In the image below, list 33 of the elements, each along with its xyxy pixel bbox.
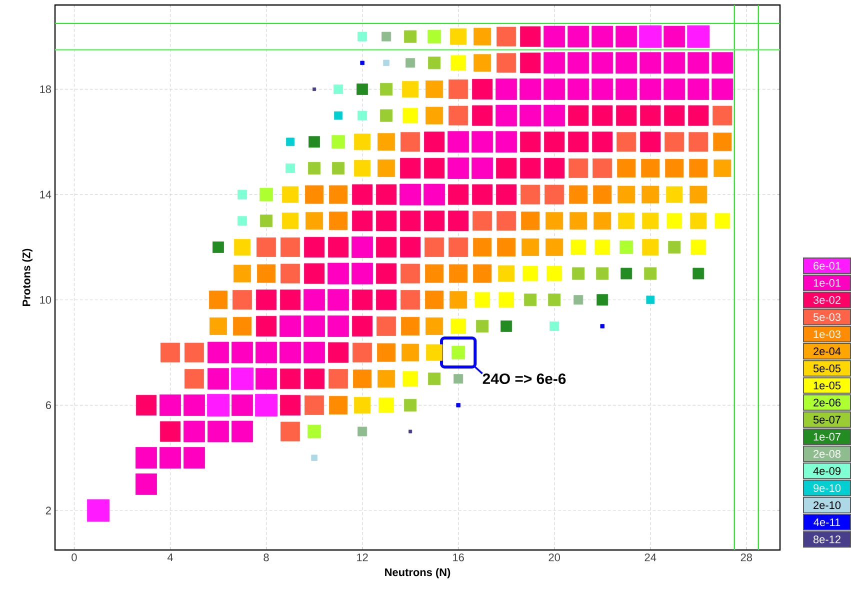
y-tick-label: 6: [46, 401, 52, 410]
x-tick-label: 20: [548, 554, 560, 562]
x-tick-label: 0: [72, 554, 77, 562]
y-tick-label: 2: [46, 506, 51, 514]
annotation: 24O => 6e-6: [482, 373, 566, 384]
text: 1e-07: [814, 432, 840, 441]
x-axis-title: Neutrons (N): [385, 568, 450, 578]
x-tick-label: 28: [740, 554, 752, 562]
text: 1e-03: [814, 330, 841, 338]
text: 9e-10: [814, 484, 841, 492]
text: 2e-08: [814, 450, 841, 458]
text: 1e-01: [814, 279, 840, 287]
text: 5e-05: [813, 364, 841, 372]
x-tick-label: 8: [264, 554, 269, 562]
text: 4e-11: [814, 518, 840, 526]
text: 2e-10: [814, 501, 841, 510]
x-tick-label: 24: [644, 554, 656, 562]
y-tick-label: 14: [40, 190, 52, 198]
text: 2e-04: [814, 347, 841, 356]
text: 5e-07: [813, 416, 840, 424]
y-tick-label: 10: [40, 296, 52, 304]
text: 5e-03: [813, 313, 841, 321]
text: 8e-12: [813, 536, 840, 544]
text: 3e-02: [813, 296, 840, 304]
y-tick-label: 18: [40, 85, 51, 94]
x-tick-label: 4: [167, 554, 173, 562]
text: 4e-09: [813, 467, 840, 475]
x-tick-label: 12: [357, 554, 368, 562]
y-axis-title: Protons (Z): [22, 248, 32, 306]
text: 1e-05: [814, 382, 841, 390]
text: 2e-06: [814, 398, 841, 406]
text: 6e-01: [814, 262, 840, 270]
x-tick-label: 16: [453, 554, 464, 562]
